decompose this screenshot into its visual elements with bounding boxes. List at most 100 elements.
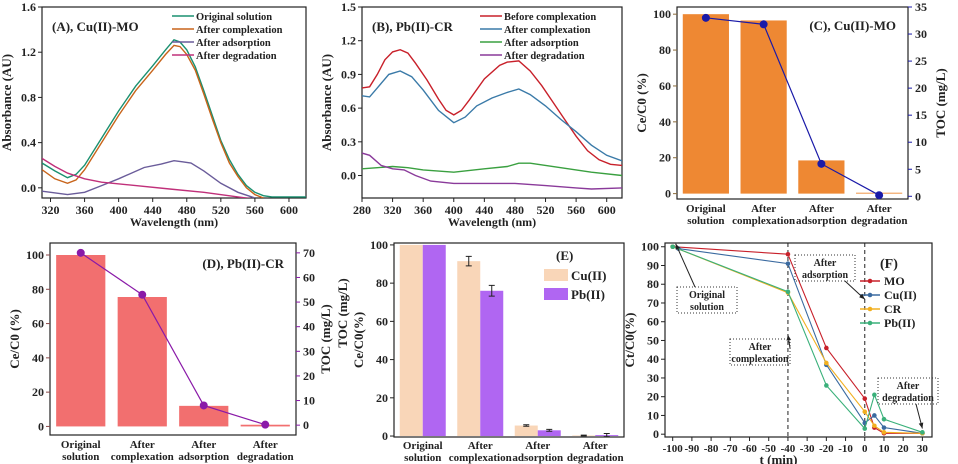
arrowhead xyxy=(859,293,865,300)
y-tick-label: 60 xyxy=(659,79,671,93)
y-tick-label: 100 xyxy=(370,238,388,252)
panel-title: (C), Cu(II)-MO xyxy=(809,18,896,33)
series-line-after-complexation xyxy=(42,44,264,198)
y-tick-label: 25 xyxy=(915,54,927,68)
legend-marker xyxy=(867,292,873,298)
y-tick-label: 0 xyxy=(653,427,659,441)
category-label: degradation xyxy=(851,215,908,227)
y-tick-label: 30 xyxy=(915,27,927,41)
category-label: After xyxy=(191,439,216,451)
plot-frame xyxy=(41,6,307,199)
category-label: adsorption xyxy=(178,451,229,463)
category-label: complexation xyxy=(111,451,174,463)
y-axis-label: Absorbance (AU) xyxy=(0,54,14,151)
series-group xyxy=(362,48,622,190)
bar xyxy=(56,255,106,427)
x-tick-label: -50 xyxy=(761,443,776,455)
data-point xyxy=(670,244,675,250)
legend-label: Before complexation xyxy=(504,12,596,23)
data-point xyxy=(824,345,829,351)
x-axis-label: Wavelength (nm) xyxy=(448,215,536,229)
category-label: Original xyxy=(686,203,726,215)
category-label: After xyxy=(253,439,278,451)
x-tick-label: 360 xyxy=(76,203,94,217)
annotation-label: Original xyxy=(689,290,725,301)
annotation-box xyxy=(676,286,738,314)
y-tick-label: 50 xyxy=(647,333,659,347)
y-tick-label: 0.8 xyxy=(21,90,36,104)
y-tick-label: 0 xyxy=(303,418,309,432)
x-tick-label: 600 xyxy=(280,203,298,217)
y-tick-label: 0.6 xyxy=(341,101,356,115)
x-tick-label: 520 xyxy=(212,203,230,217)
y-tick-label: 80 xyxy=(647,277,659,291)
x-tick-label: 560 xyxy=(567,203,585,217)
x-axis-label: t (min) xyxy=(760,452,798,464)
y-axis-label: Ce/C0(%) xyxy=(351,312,366,368)
plot-frame xyxy=(361,6,623,199)
x-tick-label: 480 xyxy=(178,203,196,217)
category-label: adsorption xyxy=(512,452,563,464)
y-tick-label: 0.3 xyxy=(341,135,356,149)
x-tick-label: 360 xyxy=(414,203,432,217)
y-tick-label: 1.5 xyxy=(341,0,356,14)
data-point xyxy=(872,392,877,398)
x-tick-label: 30 xyxy=(917,443,929,455)
y-tick-label: 0 xyxy=(382,429,388,443)
data-point xyxy=(881,425,887,430)
panel-title: (F) xyxy=(880,257,898,272)
y-tick-label: 1.2 xyxy=(341,34,356,48)
series-line-cuii xyxy=(672,246,923,434)
category-label: complexation xyxy=(449,452,512,464)
annotation-label: After xyxy=(749,342,772,353)
toc-marker xyxy=(261,420,270,429)
y-axis-label: Ce/C0 (%) xyxy=(634,73,649,133)
y-tick-label: 80 xyxy=(376,276,388,290)
panel-title: (E) xyxy=(556,248,573,263)
y-tick-label: 5 xyxy=(915,162,921,176)
legend-marker xyxy=(867,278,873,284)
y-tick-label: 10 xyxy=(915,135,927,149)
category-label: After xyxy=(751,203,776,215)
legend-label: Cu(II) xyxy=(884,288,917,302)
annotation-box xyxy=(794,254,856,282)
x-tick-label: 440 xyxy=(144,203,162,217)
y-tick-label: 40 xyxy=(32,351,44,365)
error-bar xyxy=(546,428,553,432)
x-tick-label: -100 xyxy=(663,443,684,455)
y-tick-label: 100 xyxy=(641,240,659,254)
category-label: degradation xyxy=(567,452,624,464)
error-bar xyxy=(523,424,530,427)
panel-a: 0.0 0.4 0.8 1.2 1.6 320 360 400 440 480 520 560 600 W… xyxy=(0,0,307,229)
panel-d: 0 20 40 60 80 100 0 10 20 30 40 50 60 70 Originalsolut… xyxy=(7,242,333,463)
error-bar xyxy=(488,284,495,297)
panel-b: 0.0 0.3 0.6 0.9 1.2 1.5 280 320 360 400 440 480 520 5… xyxy=(319,0,623,229)
toc-marker xyxy=(817,159,826,168)
plot-frame xyxy=(664,242,933,438)
y-axis-label: Ct/C0(%) xyxy=(622,313,637,368)
y-tick-label: 100 xyxy=(26,248,44,262)
y-tick-label: 60 xyxy=(376,314,388,328)
panel-c: 0 20 40 60 80 100 0 5 10 15 20 25 30 35 Originalsoluti… xyxy=(634,0,948,227)
toc-line xyxy=(705,17,880,196)
y-tick-label: 60 xyxy=(303,270,315,284)
panel-title: (D), Pb(II)-CR xyxy=(202,256,284,271)
x-tick-label: -30 xyxy=(800,443,815,455)
legend-label: Original solution xyxy=(196,12,272,23)
annotation-box xyxy=(729,338,791,366)
legend-label: After complexation xyxy=(504,25,591,36)
y-tick-label: 30 xyxy=(303,344,315,358)
bar xyxy=(117,297,167,427)
bar xyxy=(179,405,229,427)
legend-swatch xyxy=(544,288,568,300)
y2-axis-label: TOC (mg/L) xyxy=(933,68,948,137)
bar-pbii xyxy=(537,430,561,437)
y-tick-label: 80 xyxy=(659,43,671,57)
data-point xyxy=(824,383,829,388)
x-tick-label: 320 xyxy=(42,203,60,217)
data-point xyxy=(881,416,887,422)
category-label: After xyxy=(525,440,550,452)
series-line-after-adsorption xyxy=(362,162,622,177)
legend-label: CR xyxy=(884,302,902,316)
series-group xyxy=(42,38,306,198)
